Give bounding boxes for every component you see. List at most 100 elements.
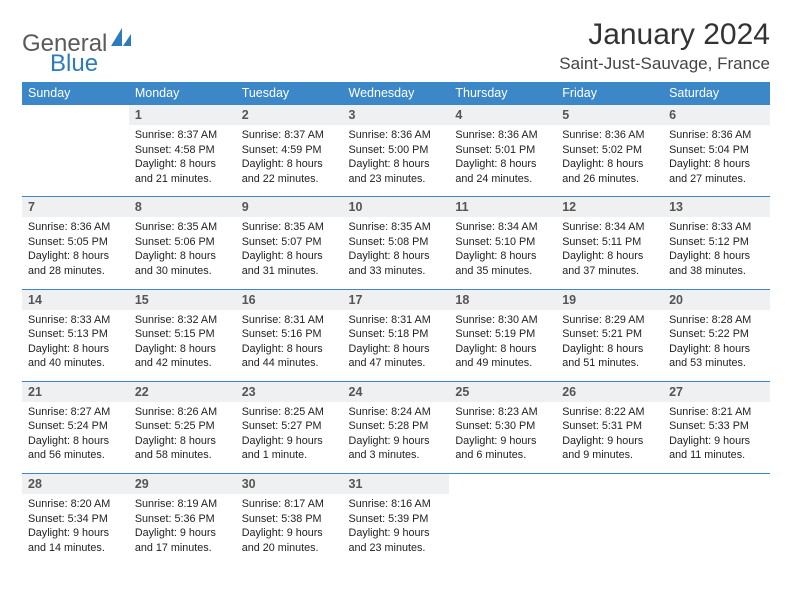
daylight-text: Daylight: 9 hours — [349, 434, 444, 449]
daylight-text: Daylight: 8 hours — [135, 342, 230, 357]
daylight-text: Daylight: 9 hours — [28, 526, 123, 541]
daylight-text: and 24 minutes. — [455, 172, 550, 187]
day-number: 5 — [556, 105, 663, 125]
day-number: 9 — [236, 197, 343, 217]
sunrise-text: Sunrise: 8:31 AM — [349, 313, 444, 328]
title-block: January 2024 Saint-Just-Sauvage, France — [559, 18, 770, 74]
calendar-day-cell: 8Sunrise: 8:35 AMSunset: 5:06 PMDaylight… — [129, 197, 236, 289]
day-number: 31 — [343, 474, 450, 494]
calendar-day-cell: 6Sunrise: 8:36 AMSunset: 5:04 PMDaylight… — [663, 105, 770, 197]
weekday-header-row: Sunday Monday Tuesday Wednesday Thursday… — [22, 82, 770, 105]
daylight-text: and 51 minutes. — [562, 356, 657, 371]
calendar-day-cell: 27Sunrise: 8:21 AMSunset: 5:33 PMDayligh… — [663, 381, 770, 473]
sunset-text: Sunset: 5:01 PM — [455, 143, 550, 158]
day-details: Sunrise: 8:35 AMSunset: 5:06 PMDaylight:… — [129, 217, 236, 288]
calendar-day-cell — [556, 474, 663, 566]
day-number: 10 — [343, 197, 450, 217]
daylight-text: and 56 minutes. — [28, 448, 123, 463]
calendar-day-cell: 2Sunrise: 8:37 AMSunset: 4:59 PMDaylight… — [236, 105, 343, 197]
day-details: Sunrise: 8:21 AMSunset: 5:33 PMDaylight:… — [663, 402, 770, 473]
daylight-text: and 22 minutes. — [242, 172, 337, 187]
calendar-day-cell: 23Sunrise: 8:25 AMSunset: 5:27 PMDayligh… — [236, 381, 343, 473]
sunrise-text: Sunrise: 8:28 AM — [669, 313, 764, 328]
day-details: Sunrise: 8:36 AMSunset: 5:05 PMDaylight:… — [22, 217, 129, 288]
day-details: Sunrise: 8:31 AMSunset: 5:18 PMDaylight:… — [343, 310, 450, 381]
day-details: Sunrise: 8:37 AMSunset: 4:59 PMDaylight:… — [236, 125, 343, 196]
sunrise-text: Sunrise: 8:36 AM — [669, 128, 764, 143]
sunrise-text: Sunrise: 8:33 AM — [28, 313, 123, 328]
sunset-text: Sunset: 5:02 PM — [562, 143, 657, 158]
sunrise-text: Sunrise: 8:34 AM — [562, 220, 657, 235]
calendar-day-cell: 21Sunrise: 8:27 AMSunset: 5:24 PMDayligh… — [22, 381, 129, 473]
daylight-text: and 42 minutes. — [135, 356, 230, 371]
day-number: 20 — [663, 290, 770, 310]
sunrise-text: Sunrise: 8:36 AM — [455, 128, 550, 143]
day-number: 1 — [129, 105, 236, 125]
daylight-text: and 23 minutes. — [349, 172, 444, 187]
daylight-text: and 31 minutes. — [242, 264, 337, 279]
day-number: 28 — [22, 474, 129, 494]
daylight-text: and 35 minutes. — [455, 264, 550, 279]
day-number: 29 — [129, 474, 236, 494]
brand-line2: Blue — [22, 40, 98, 78]
day-details: Sunrise: 8:20 AMSunset: 5:34 PMDaylight:… — [22, 494, 129, 565]
calendar-day-cell: 15Sunrise: 8:32 AMSunset: 5:15 PMDayligh… — [129, 289, 236, 381]
day-number: 14 — [22, 290, 129, 310]
day-number: 3 — [343, 105, 450, 125]
daylight-text: Daylight: 8 hours — [242, 249, 337, 264]
daylight-text: and 3 minutes. — [349, 448, 444, 463]
month-title: January 2024 — [559, 18, 770, 52]
sunrise-text: Sunrise: 8:24 AM — [349, 405, 444, 420]
daylight-text: Daylight: 8 hours — [135, 157, 230, 172]
daylight-text: Daylight: 8 hours — [349, 249, 444, 264]
sunrise-text: Sunrise: 8:36 AM — [562, 128, 657, 143]
calendar-day-cell: 4Sunrise: 8:36 AMSunset: 5:01 PMDaylight… — [449, 105, 556, 197]
sunrise-text: Sunrise: 8:22 AM — [562, 405, 657, 420]
calendar-week-row: 14Sunrise: 8:33 AMSunset: 5:13 PMDayligh… — [22, 289, 770, 381]
sunrise-text: Sunrise: 8:34 AM — [455, 220, 550, 235]
calendar-body: 1Sunrise: 8:37 AMSunset: 4:58 PMDaylight… — [22, 105, 770, 566]
calendar-day-cell: 25Sunrise: 8:23 AMSunset: 5:30 PMDayligh… — [449, 381, 556, 473]
sunset-text: Sunset: 5:06 PM — [135, 235, 230, 250]
sunrise-text: Sunrise: 8:31 AM — [242, 313, 337, 328]
day-number: 2 — [236, 105, 343, 125]
daylight-text: and 53 minutes. — [669, 356, 764, 371]
day-details: Sunrise: 8:23 AMSunset: 5:30 PMDaylight:… — [449, 402, 556, 473]
sunset-text: Sunset: 5:12 PM — [669, 235, 764, 250]
day-number: 11 — [449, 197, 556, 217]
daylight-text: Daylight: 8 hours — [135, 249, 230, 264]
day-details: Sunrise: 8:34 AMSunset: 5:11 PMDaylight:… — [556, 217, 663, 288]
sunset-text: Sunset: 4:58 PM — [135, 143, 230, 158]
day-details: Sunrise: 8:16 AMSunset: 5:39 PMDaylight:… — [343, 494, 450, 565]
sunrise-text: Sunrise: 8:37 AM — [242, 128, 337, 143]
sunset-text: Sunset: 5:10 PM — [455, 235, 550, 250]
day-details: Sunrise: 8:28 AMSunset: 5:22 PMDaylight:… — [663, 310, 770, 381]
daylight-text: Daylight: 8 hours — [455, 157, 550, 172]
daylight-text: Daylight: 8 hours — [242, 342, 337, 357]
day-details: Sunrise: 8:17 AMSunset: 5:38 PMDaylight:… — [236, 494, 343, 565]
day-details: Sunrise: 8:35 AMSunset: 5:07 PMDaylight:… — [236, 217, 343, 288]
daylight-text: and 9 minutes. — [562, 448, 657, 463]
day-number: 27 — [663, 382, 770, 402]
daylight-text: and 11 minutes. — [669, 448, 764, 463]
daylight-text: and 17 minutes. — [135, 541, 230, 556]
sunset-text: Sunset: 5:04 PM — [669, 143, 764, 158]
weekday-header: Monday — [129, 82, 236, 105]
calendar-day-cell: 1Sunrise: 8:37 AMSunset: 4:58 PMDaylight… — [129, 105, 236, 197]
calendar-day-cell: 29Sunrise: 8:19 AMSunset: 5:36 PMDayligh… — [129, 474, 236, 566]
day-details: Sunrise: 8:36 AMSunset: 5:01 PMDaylight:… — [449, 125, 556, 196]
daylight-text: Daylight: 8 hours — [455, 249, 550, 264]
daylight-text: Daylight: 8 hours — [562, 342, 657, 357]
day-number: 15 — [129, 290, 236, 310]
calendar-day-cell: 17Sunrise: 8:31 AMSunset: 5:18 PMDayligh… — [343, 289, 450, 381]
daylight-text: and 23 minutes. — [349, 541, 444, 556]
day-details: Sunrise: 8:36 AMSunset: 5:04 PMDaylight:… — [663, 125, 770, 196]
day-number: 21 — [22, 382, 129, 402]
daylight-text: Daylight: 8 hours — [669, 249, 764, 264]
daylight-text: Daylight: 9 hours — [349, 526, 444, 541]
sunset-text: Sunset: 5:33 PM — [669, 419, 764, 434]
sunset-text: Sunset: 5:22 PM — [669, 327, 764, 342]
daylight-text: and 26 minutes. — [562, 172, 657, 187]
day-details: Sunrise: 8:37 AMSunset: 4:58 PMDaylight:… — [129, 125, 236, 196]
daylight-text: Daylight: 9 hours — [242, 526, 337, 541]
